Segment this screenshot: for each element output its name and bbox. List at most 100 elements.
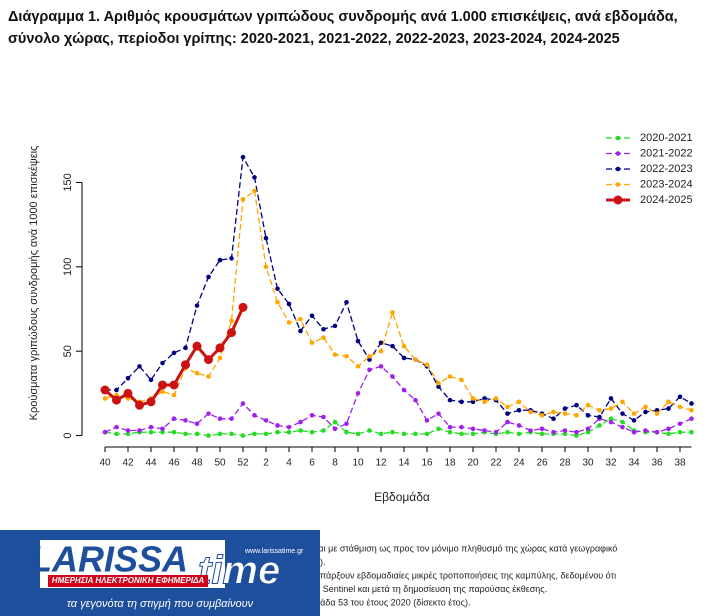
x-tick-label: 16 (421, 458, 433, 469)
point (620, 411, 625, 416)
point (204, 355, 213, 365)
point (643, 428, 648, 433)
point (286, 301, 292, 307)
point (332, 426, 338, 432)
legend-label: 2020-2021 (640, 132, 693, 144)
point (413, 357, 418, 362)
logo-name: time (198, 549, 280, 593)
point (217, 416, 223, 421)
point (390, 374, 395, 379)
point (286, 424, 292, 430)
point (194, 421, 200, 427)
point (240, 433, 246, 438)
point (562, 411, 568, 416)
point (482, 396, 487, 401)
legend-marker (615, 182, 621, 187)
point (332, 352, 338, 357)
point (436, 411, 441, 416)
point (643, 404, 648, 410)
point (263, 264, 269, 270)
point (493, 429, 499, 435)
point (413, 431, 418, 437)
x-tick-label: 34 (628, 458, 640, 469)
point (160, 360, 165, 366)
y-tick-label: 0 (62, 433, 74, 439)
point (677, 421, 683, 427)
point (148, 424, 154, 430)
point (436, 426, 441, 432)
point (597, 423, 602, 428)
point (390, 343, 395, 349)
point (355, 391, 361, 396)
series-line (104, 417, 692, 437)
point (102, 396, 108, 401)
point (206, 274, 211, 280)
legend-label: 2023-2024 (640, 178, 693, 190)
point (171, 350, 177, 356)
point (413, 397, 418, 403)
point (206, 433, 211, 438)
point (332, 419, 338, 425)
point (689, 429, 694, 435)
logo: LARISSA time www.larissatime.gr ΗΜΕΡΗΣΙΑ… (0, 530, 320, 616)
point (585, 402, 591, 408)
point (574, 413, 579, 418)
point (689, 407, 694, 413)
point (229, 431, 234, 437)
y-tick-label: 50 (62, 345, 74, 357)
x-tick-label: 10 (352, 458, 364, 469)
footnote: α Sentinel και μετά τη δημοσίευση της πα… (315, 584, 547, 594)
point (286, 320, 292, 325)
point (344, 353, 349, 359)
y-tick-label: 150 (62, 173, 74, 191)
point (447, 397, 453, 403)
point (378, 340, 384, 346)
point (631, 418, 637, 423)
point (344, 421, 349, 427)
series-line (104, 189, 692, 416)
point (240, 197, 246, 202)
point (367, 357, 372, 362)
point (505, 411, 510, 416)
point (677, 394, 683, 400)
point (194, 303, 200, 308)
point (367, 367, 372, 373)
point (229, 318, 234, 324)
x-tick-label: 30 (582, 458, 594, 469)
point (160, 426, 165, 432)
point (192, 341, 202, 351)
point (367, 428, 372, 433)
point (137, 364, 142, 369)
point (390, 429, 395, 435)
point (539, 413, 545, 418)
point (585, 426, 591, 432)
x-tick-label: 28 (559, 458, 571, 469)
point (666, 426, 671, 432)
point (459, 431, 464, 437)
series-line (104, 365, 692, 433)
x-tick-label: 18 (444, 458, 456, 469)
point (551, 409, 556, 415)
point (424, 431, 430, 437)
point (206, 411, 211, 416)
point (585, 429, 591, 435)
point (562, 431, 568, 437)
point (160, 389, 165, 394)
point (470, 431, 476, 437)
point (620, 399, 625, 405)
x-tick-label: 36 (651, 458, 663, 469)
point (459, 424, 464, 430)
point (344, 299, 349, 305)
point (238, 302, 248, 312)
point (378, 348, 384, 354)
point (482, 399, 487, 405)
point (666, 399, 671, 405)
point (470, 399, 476, 405)
point (378, 431, 384, 437)
point (263, 235, 269, 241)
point (298, 419, 303, 425)
x-tick-label: 24 (513, 458, 525, 469)
point (654, 407, 660, 413)
point (100, 385, 110, 395)
